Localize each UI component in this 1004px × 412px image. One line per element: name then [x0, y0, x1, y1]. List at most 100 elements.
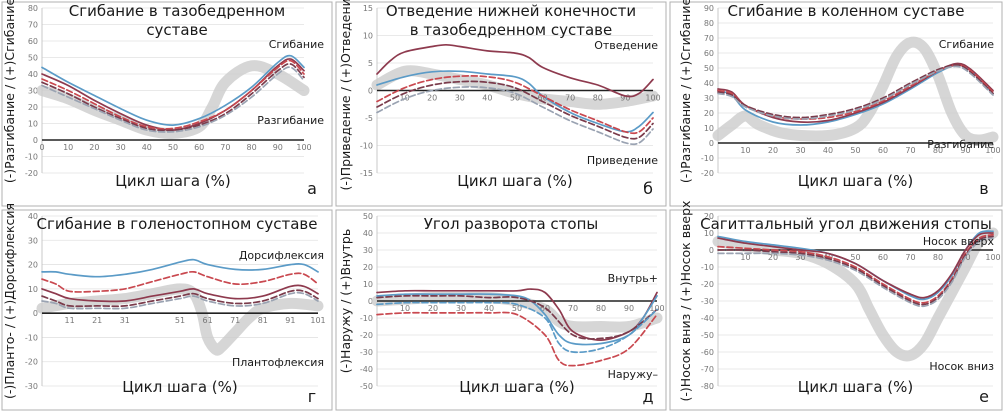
y-tick-label: 70: [28, 21, 38, 30]
y-tick-label: 15: [363, 4, 373, 13]
series-line-dark-dash: [376, 80, 654, 140]
x-tick-label: 60: [878, 253, 888, 262]
x-tick-label: 100: [985, 253, 1000, 262]
chart-title: Сагиттальный угол движения стопы: [700, 215, 992, 233]
y-axis-label: (-)Носок вниз / (+)Носок вверх: [678, 201, 693, 402]
norm-band: [712, 36, 999, 146]
x-tick-label: 50: [512, 304, 522, 313]
x-tick-label: 100: [645, 94, 660, 103]
x-tick-label: 60: [538, 94, 548, 103]
y-tick-label: -50: [360, 382, 373, 391]
y-tick-label: 80: [704, 19, 714, 28]
x-tick-label: 91: [285, 316, 295, 325]
x-tick-label: 80: [933, 253, 943, 262]
norm-band: [36, 60, 310, 140]
x-tick-label: 40: [142, 143, 152, 152]
x-tick-label: 90: [960, 146, 970, 155]
y-tick-label: -10: [25, 153, 38, 162]
annotation-positive: Внутрь+: [608, 272, 658, 285]
y-tick-label: 20: [28, 261, 38, 270]
x-tick-label: 80: [933, 146, 943, 155]
x-tick-label: 20: [427, 94, 437, 103]
series-line-gray-dash: [41, 66, 305, 133]
x-tick-label: 80: [247, 143, 257, 152]
panel-letter: д: [642, 387, 653, 406]
chart-title: Сгибание в коленном суставе: [727, 2, 964, 20]
panel-d: -30 -20 -10 0 10 20 30 40 11 21 31 51 61 71 81 91 101 Сги…: [1, 203, 333, 411]
y-tick-label: 0: [33, 136, 38, 145]
y-tick-label: 20: [363, 263, 373, 272]
y-tick-label: 5: [368, 59, 373, 68]
y-tick-label: 30: [28, 87, 38, 96]
y-tick-label: -30: [360, 348, 373, 357]
series-line-blue-dash: [376, 301, 658, 354]
y-tick-label: 50: [704, 64, 714, 73]
x-tick-label: 30: [116, 143, 126, 152]
y-tick-label: 30: [704, 94, 714, 103]
y-tick-label: -10: [360, 142, 373, 151]
annotation-positive: Носок вверх: [923, 235, 995, 248]
y-tick-label: 50: [28, 54, 38, 63]
y-tick-label: 0: [33, 309, 38, 318]
x-tick-label: 20: [89, 143, 99, 152]
x-tick-label: 80: [593, 94, 603, 103]
panel-letter: б: [643, 179, 653, 198]
series-line-darkred: [41, 284, 319, 303]
x-tick-label: 50: [850, 253, 860, 262]
x-tick-label: 20: [768, 253, 778, 262]
x-tick-label: 100: [649, 304, 664, 313]
x-tick-label: 11: [65, 316, 75, 325]
x-tick-label: 70: [905, 146, 915, 155]
y-axis-label: (-)Наружу / (+)Внутрь: [338, 229, 353, 373]
x-tick-label: 70: [565, 94, 575, 103]
x-tick-label: 70: [568, 304, 578, 313]
y-tick-label: -40: [701, 314, 714, 323]
y-axis-label: (-)Разгибание / (+)Сгибание: [678, 0, 693, 183]
series-line-gray-dash: [717, 65, 994, 120]
y-tick-label: -10: [360, 314, 373, 323]
y-tick-label: 10: [363, 32, 373, 41]
annotation-negative: Разгибание: [257, 114, 324, 127]
x-tick-label: 90: [620, 94, 630, 103]
x-tick-label: 10: [740, 253, 750, 262]
panel-frame: [1, 1, 333, 207]
chart-title: Угол разворота стопы: [424, 215, 598, 233]
series-line-gray-dash: [717, 237, 994, 308]
x-tick-label: 40: [823, 146, 833, 155]
x-tick-label: 50: [850, 146, 860, 155]
series-line-gray-dash: [376, 86, 654, 146]
series-line-blue: [41, 258, 319, 278]
y-tick-label: -20: [701, 169, 714, 178]
y-tick-label: -20: [360, 331, 373, 340]
y-tick-label: 0: [368, 87, 373, 96]
norm-band: [371, 291, 663, 333]
annotation-positive: Дорсифлексия: [239, 249, 324, 262]
x-tick-label: 40: [484, 304, 494, 313]
panel-letter: е: [979, 387, 989, 406]
series-line-dark-dash: [41, 63, 305, 132]
x-axis-label: Цикл шага (%): [122, 378, 238, 396]
series-line-red-dash: [376, 311, 658, 367]
x-tick-label: 51: [175, 316, 185, 325]
x-tick-label: 50: [168, 143, 178, 152]
x-tick-label: 0: [39, 143, 44, 152]
x-axis-label: Цикл шага (%): [115, 172, 231, 190]
series-line-dark-dash: [41, 289, 319, 308]
y-tick-label: -5: [365, 114, 373, 123]
x-tick-label: 40: [482, 94, 492, 103]
y-tick-label: 0: [709, 246, 714, 255]
series-line-dark-dash: [376, 294, 658, 340]
x-tick-label: 100: [985, 146, 1000, 155]
y-tick-label: 10: [28, 285, 38, 294]
y-tick-label: 10: [363, 280, 373, 289]
x-tick-label: 21: [92, 316, 102, 325]
y-tick-label: 60: [28, 37, 38, 46]
y-tick-label: -20: [25, 358, 38, 367]
x-tick-label: 70: [220, 143, 230, 152]
y-tick-label: 10: [28, 120, 38, 129]
x-tick-label: 50: [510, 94, 520, 103]
x-axis-label: Цикл шага (%): [798, 378, 914, 396]
